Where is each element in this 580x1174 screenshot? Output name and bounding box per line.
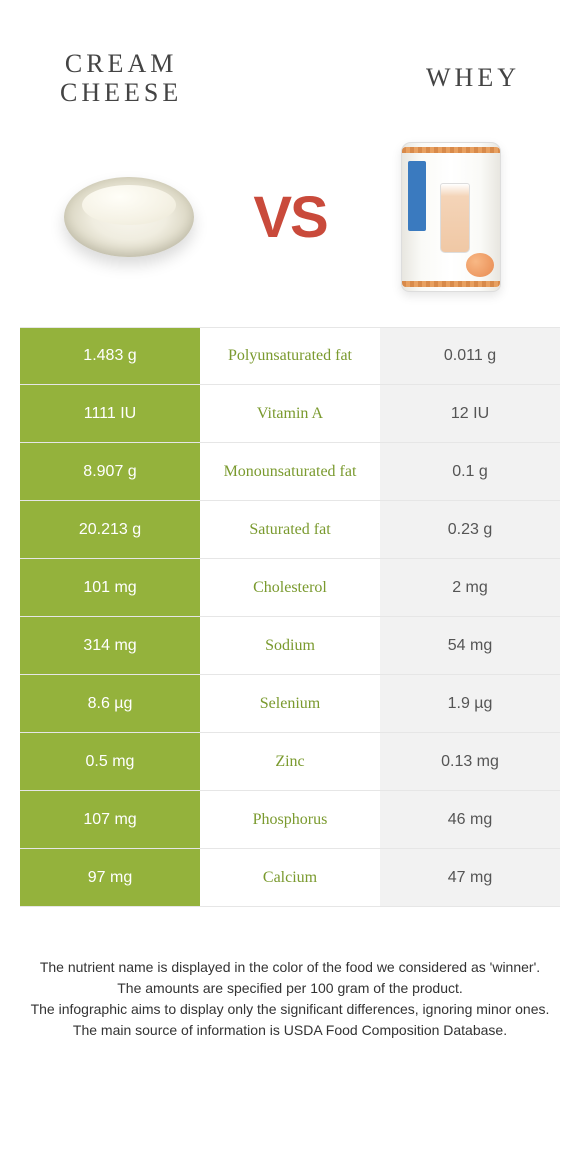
left-value: 1111 IU xyxy=(20,385,200,442)
nutrient-name: Selenium xyxy=(200,675,380,732)
left-value: 314 mg xyxy=(20,617,200,674)
table-row: 1111 IUVitamin A12 IU xyxy=(20,385,560,443)
right-value: 0.011 g xyxy=(380,328,560,384)
table-row: 8.907 gMonounsaturated fat0.1 g xyxy=(20,443,560,501)
left-value: 0.5 mg xyxy=(20,733,200,790)
table-row: 0.5 mgZinc0.13 mg xyxy=(20,733,560,791)
header: CREAM CHEESE WHEY xyxy=(0,0,580,127)
footnote-line: The nutrient name is displayed in the co… xyxy=(30,957,550,978)
right-value: 54 mg xyxy=(380,617,560,674)
vs-label: VS xyxy=(253,184,326,251)
nutrient-name: Phosphorus xyxy=(200,791,380,848)
nutrient-name: Calcium xyxy=(200,849,380,906)
footnote-line: The main source of information is USDA F… xyxy=(30,1020,550,1041)
nutrient-name: Monounsaturated fat xyxy=(200,443,380,500)
cream-cheese-image xyxy=(54,147,204,287)
right-value: 0.23 g xyxy=(380,501,560,558)
right-value: 1.9 µg xyxy=(380,675,560,732)
nutrient-table: 1.483 gPolyunsaturated fat0.011 g1111 IU… xyxy=(20,327,560,907)
right-value: 46 mg xyxy=(380,791,560,848)
left-value: 107 mg xyxy=(20,791,200,848)
right-value: 0.13 mg xyxy=(380,733,560,790)
left-value: 20.213 g xyxy=(20,501,200,558)
right-value: 2 mg xyxy=(380,559,560,616)
table-row: 20.213 gSaturated fat0.23 g xyxy=(20,501,560,559)
whey-image xyxy=(376,147,526,287)
footnote-line: The amounts are specified per 100 gram o… xyxy=(30,978,550,999)
left-food-title: CREAM CHEESE xyxy=(60,50,182,107)
table-row: 107 mgPhosphorus46 mg xyxy=(20,791,560,849)
left-value: 8.6 µg xyxy=(20,675,200,732)
left-value: 1.483 g xyxy=(20,328,200,384)
images-row: VS xyxy=(0,127,580,327)
table-row: 314 mgSodium54 mg xyxy=(20,617,560,675)
right-value: 0.1 g xyxy=(380,443,560,500)
right-value: 47 mg xyxy=(380,849,560,906)
right-value: 12 IU xyxy=(380,385,560,442)
table-row: 1.483 gPolyunsaturated fat0.011 g xyxy=(20,327,560,385)
right-food-title: WHEY xyxy=(426,64,520,93)
left-value: 8.907 g xyxy=(20,443,200,500)
left-value: 97 mg xyxy=(20,849,200,906)
table-row: 101 mgCholesterol2 mg xyxy=(20,559,560,617)
table-row: 8.6 µgSelenium1.9 µg xyxy=(20,675,560,733)
left-value: 101 mg xyxy=(20,559,200,616)
footnote-line: The infographic aims to display only the… xyxy=(30,999,550,1020)
nutrient-name: Saturated fat xyxy=(200,501,380,558)
nutrient-name: Sodium xyxy=(200,617,380,674)
footnotes: The nutrient name is displayed in the co… xyxy=(0,907,580,1041)
table-row: 97 mgCalcium47 mg xyxy=(20,849,560,907)
nutrient-name: Zinc xyxy=(200,733,380,790)
nutrient-name: Vitamin A xyxy=(200,385,380,442)
nutrient-name: Polyunsaturated fat xyxy=(200,328,380,384)
nutrient-name: Cholesterol xyxy=(200,559,380,616)
